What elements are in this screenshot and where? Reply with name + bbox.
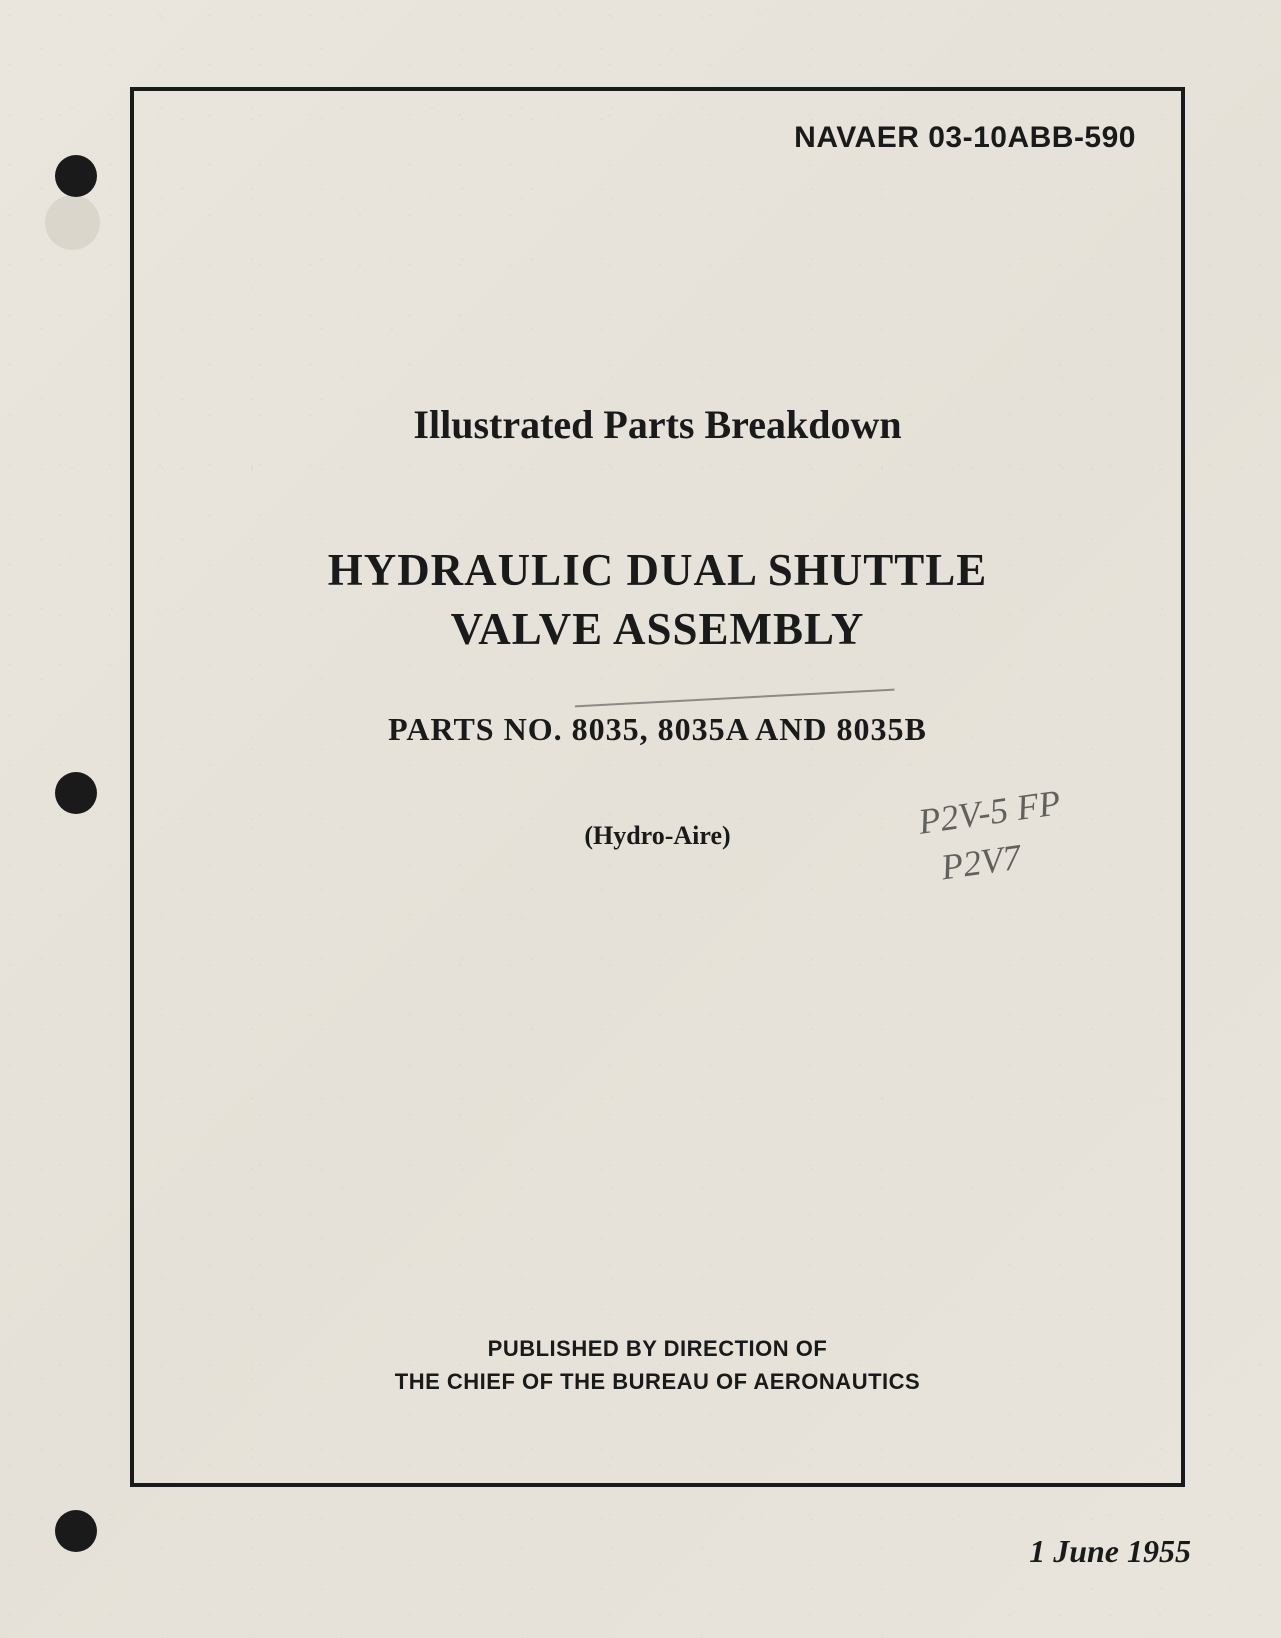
punch-hole-icon [55, 772, 97, 814]
document-frame: NAVAER 03-10ABB-590 Illustrated Parts Br… [130, 87, 1185, 1487]
punch-hole-icon [55, 1510, 97, 1552]
document-date: 1 June 1955 [1029, 1533, 1191, 1570]
title-line-1: HYDRAULIC DUAL SHUTTLE [328, 545, 988, 595]
document-subtitle: Illustrated Parts Breakdown [134, 401, 1181, 448]
punch-hole-shadow [45, 195, 100, 250]
document-title: HYDRAULIC DUAL SHUTTLE VALVE ASSEMBLY [134, 541, 1181, 658]
punch-hole-icon [55, 155, 97, 197]
handwritten-underline [573, 661, 894, 708]
publisher-block: PUBLISHED BY DIRECTION OF THE CHIEF OF T… [134, 1332, 1181, 1398]
publisher-line-1: PUBLISHED BY DIRECTION OF [488, 1336, 828, 1361]
title-line-2: VALVE ASSEMBLY [451, 604, 865, 654]
parts-number-line: PARTS NO. 8035, 8035A AND 8035B [134, 711, 1181, 748]
document-number: NAVAER 03-10ABB-590 [794, 121, 1136, 155]
publisher-line-2: THE CHIEF OF THE BUREAU OF AERONAUTICS [395, 1369, 920, 1394]
document-page: NAVAER 03-10ABB-590 Illustrated Parts Br… [0, 0, 1281, 1638]
